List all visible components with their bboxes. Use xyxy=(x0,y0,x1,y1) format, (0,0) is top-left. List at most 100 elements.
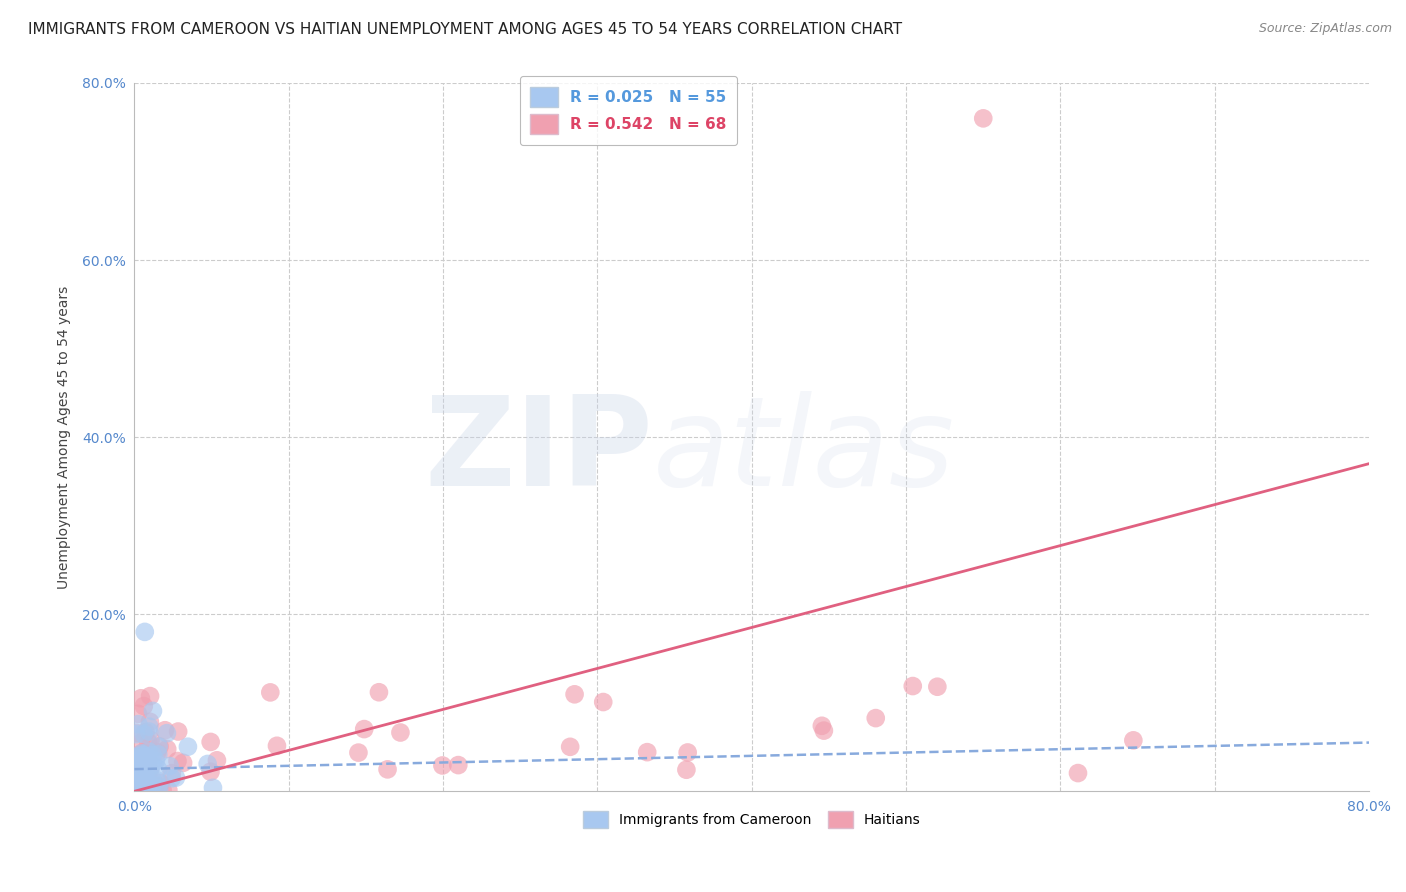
Point xyxy=(149,776,172,790)
Point xyxy=(127,717,149,731)
Point xyxy=(129,769,152,783)
Point xyxy=(560,739,582,754)
Point xyxy=(157,783,180,797)
Point xyxy=(128,759,150,773)
Point xyxy=(134,750,156,764)
Point xyxy=(127,706,149,721)
Legend: Immigrants from Cameroon, Haitians: Immigrants from Cameroon, Haitians xyxy=(578,805,927,834)
Point xyxy=(131,747,153,761)
Point xyxy=(134,624,156,639)
Point xyxy=(141,759,163,773)
Point xyxy=(134,771,156,785)
Point xyxy=(927,680,949,694)
Point xyxy=(131,746,153,760)
Point xyxy=(389,725,412,739)
Point xyxy=(377,763,399,777)
Point xyxy=(143,780,166,794)
Point xyxy=(134,783,156,797)
Point xyxy=(135,753,157,767)
Point xyxy=(136,780,159,794)
Point xyxy=(432,758,454,772)
Point xyxy=(813,723,835,738)
Point xyxy=(148,781,170,796)
Point xyxy=(152,783,174,797)
Point xyxy=(901,679,924,693)
Point xyxy=(353,722,375,736)
Text: atlas: atlas xyxy=(652,391,955,512)
Point xyxy=(138,720,160,734)
Point xyxy=(131,768,153,782)
Point xyxy=(172,756,194,770)
Point xyxy=(141,779,163,793)
Point xyxy=(146,762,169,776)
Point xyxy=(865,711,887,725)
Point xyxy=(159,759,181,773)
Text: Source: ZipAtlas.com: Source: ZipAtlas.com xyxy=(1258,22,1392,36)
Point xyxy=(132,727,155,741)
Point xyxy=(125,727,148,741)
Point xyxy=(131,780,153,794)
Point xyxy=(135,725,157,739)
Point xyxy=(139,689,162,703)
Point xyxy=(142,756,165,771)
Point xyxy=(127,748,149,763)
Point xyxy=(447,758,470,772)
Point xyxy=(139,733,162,747)
Point xyxy=(134,775,156,789)
Point xyxy=(129,762,152,776)
Point xyxy=(129,691,152,706)
Point xyxy=(368,685,391,699)
Point xyxy=(125,778,148,792)
Point xyxy=(138,744,160,758)
Point xyxy=(166,754,188,768)
Point xyxy=(134,780,156,794)
Point xyxy=(125,755,148,769)
Point xyxy=(129,767,152,781)
Point xyxy=(131,769,153,783)
Point xyxy=(131,781,153,796)
Point xyxy=(153,723,176,738)
Point xyxy=(129,736,152,750)
Point xyxy=(160,766,183,780)
Point xyxy=(564,687,586,701)
Point xyxy=(148,739,170,754)
Point xyxy=(135,750,157,764)
Point xyxy=(592,695,614,709)
Point xyxy=(167,724,190,739)
Point xyxy=(138,783,160,797)
Point xyxy=(148,739,170,754)
Point xyxy=(134,775,156,789)
Text: ZIP: ZIP xyxy=(425,391,652,512)
Point xyxy=(127,754,149,768)
Point xyxy=(142,704,165,718)
Point xyxy=(145,754,167,768)
Point xyxy=(131,772,153,787)
Point xyxy=(141,772,163,787)
Point xyxy=(148,780,170,794)
Point xyxy=(200,764,222,779)
Point xyxy=(156,742,179,756)
Text: IMMIGRANTS FROM CAMEROON VS HAITIAN UNEMPLOYMENT AMONG AGES 45 TO 54 YEARS CORRE: IMMIGRANTS FROM CAMEROON VS HAITIAN UNEM… xyxy=(28,22,903,37)
Point xyxy=(1067,766,1090,780)
Point xyxy=(136,755,159,769)
Point xyxy=(128,770,150,784)
Point xyxy=(125,750,148,764)
Point xyxy=(134,768,156,782)
Point xyxy=(125,779,148,793)
Point xyxy=(148,779,170,793)
Point xyxy=(347,746,370,760)
Point xyxy=(1122,733,1144,747)
Point xyxy=(259,685,281,699)
Point xyxy=(128,776,150,790)
Point xyxy=(132,699,155,714)
Point xyxy=(200,735,222,749)
Point xyxy=(132,747,155,762)
Point xyxy=(197,756,219,771)
Point xyxy=(177,739,200,754)
Point xyxy=(972,112,994,126)
Point xyxy=(676,746,699,760)
Point xyxy=(128,762,150,776)
Point xyxy=(675,763,697,777)
Point xyxy=(160,771,183,785)
Point xyxy=(135,749,157,764)
